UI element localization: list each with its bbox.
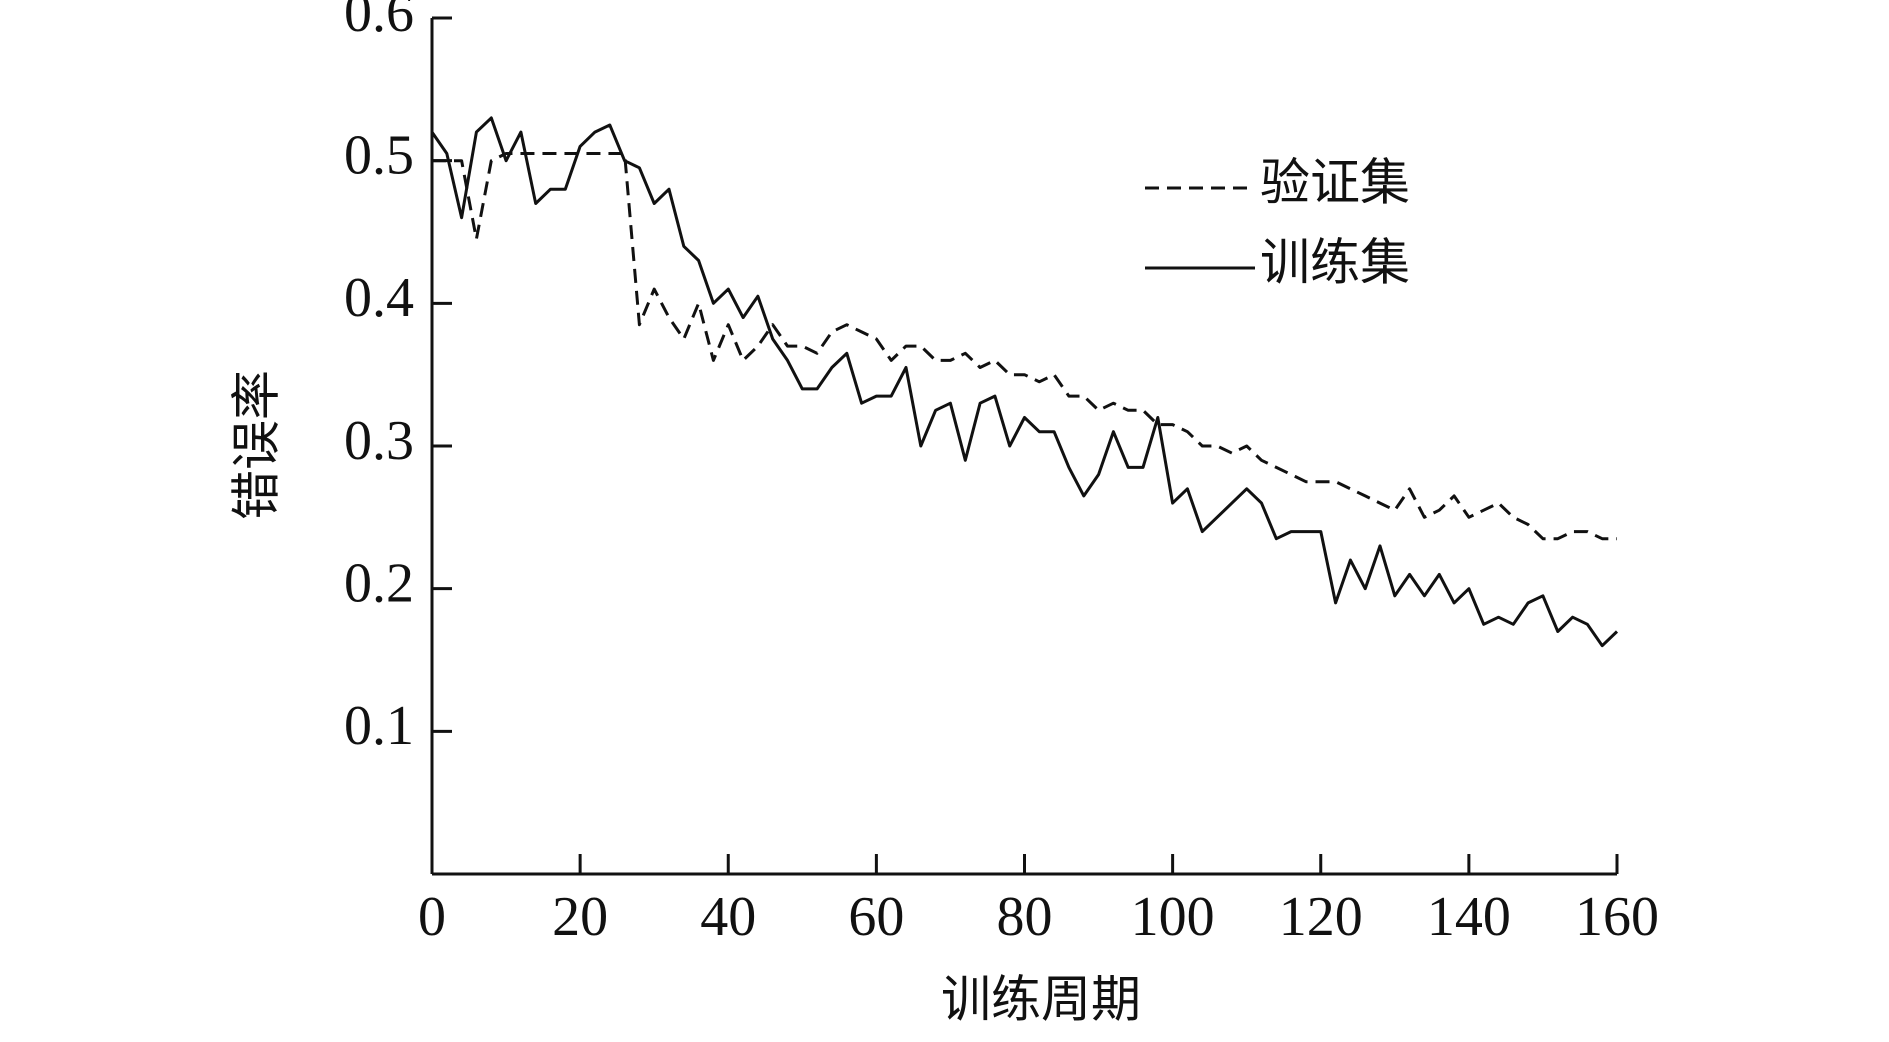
y-tick-label: 0.6 bbox=[344, 0, 414, 44]
series-line bbox=[432, 152, 1617, 541]
series-line bbox=[430, 116, 1619, 648]
x-tick-label: 160 bbox=[1575, 886, 1659, 948]
x-tick-label: 40 bbox=[700, 886, 756, 948]
y-tick-label: 0.5 bbox=[344, 125, 414, 187]
y-tick-label: 0.3 bbox=[344, 410, 414, 472]
x-tick-label: 20 bbox=[552, 886, 608, 948]
y-tick-label: 0.4 bbox=[344, 267, 414, 329]
legend-label: 训练集 bbox=[1260, 234, 1410, 290]
x-tick-label: 140 bbox=[1427, 886, 1511, 948]
x-tick-label: 100 bbox=[1131, 886, 1215, 948]
y-axis-label: 错误率 bbox=[228, 370, 284, 520]
legend-label: 验证集 bbox=[1260, 154, 1410, 210]
y-tick-label: 0.1 bbox=[344, 695, 414, 757]
x-tick-label: 0 bbox=[418, 886, 446, 948]
x-tick-label: 120 bbox=[1279, 886, 1363, 948]
x-tick-label: 80 bbox=[997, 886, 1053, 948]
x-axis-label: 训练周期 bbox=[941, 971, 1141, 1027]
y-tick-label: 0.2 bbox=[344, 553, 414, 615]
x-tick-label: 60 bbox=[848, 886, 904, 948]
